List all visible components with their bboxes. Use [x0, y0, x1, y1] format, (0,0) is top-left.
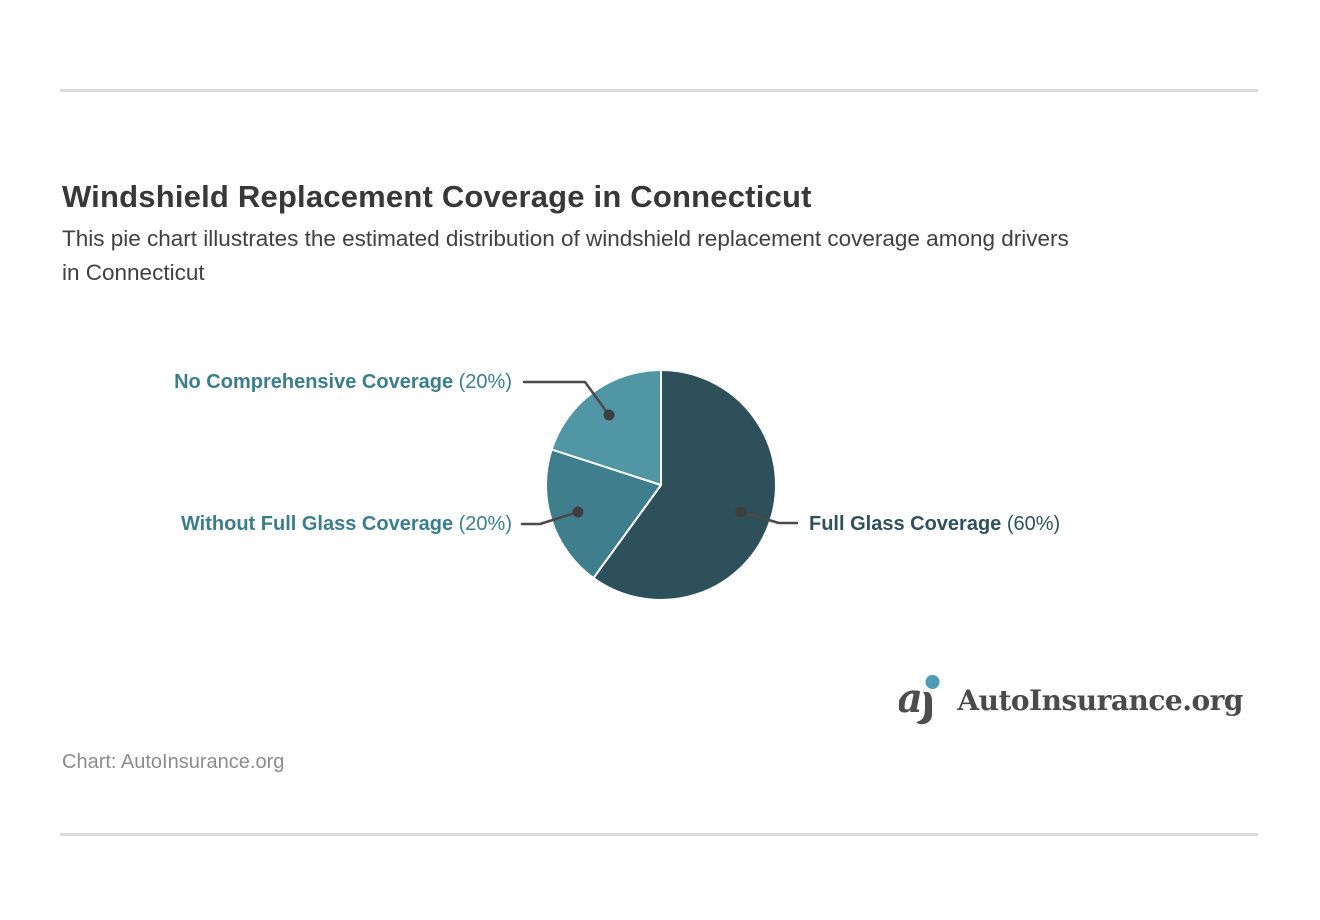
slice-label-no-comprehensive-name: No Comprehensive Coverage — [174, 371, 454, 393]
slice-label-no-comprehensive-value: (20%) — [458, 371, 512, 393]
chart-subtitle-line-2: in Connecticut — [62, 260, 205, 285]
slice-label-full-glass-name: Full Glass Coverage — [809, 513, 1002, 535]
chart-subtitle-line-1: This pie chart illustrates the estimated… — [62, 226, 1069, 251]
chart-title: Windshield Replacement Coverage in Conne… — [62, 178, 812, 214]
slice-label-no-comprehensive: No Comprehensive Coverage (20%) — [174, 369, 512, 395]
chart-subtitle: This pie chart illustrates the estimated… — [62, 222, 1252, 290]
pie-chart-area — [0, 330, 1320, 640]
slice-label-full-glass: Full Glass Coverage (60%) — [809, 511, 1060, 537]
chart-credit: Chart: AutoInsurance.org — [62, 751, 285, 773]
bottom-divider — [60, 833, 1258, 836]
leader-full-glass — [735, 506, 799, 525]
slice-label-without-full-glass: Without Full Glass Coverage (20%) — [181, 511, 512, 537]
slice-label-full-glass-value: (60%) — [1006, 513, 1061, 535]
svg-text:a: a — [899, 675, 923, 722]
brand-logo: a AutoInsurance.org — [899, 674, 1243, 726]
top-divider — [60, 89, 1258, 92]
leader-no-comprehensive — [522, 380, 615, 421]
leader-without-full-glass — [520, 506, 584, 526]
leader-lines — [520, 380, 799, 526]
pie-chart — [520, 369, 799, 601]
slice-label-without-full-glass-name: Without Full Glass Coverage — [180, 513, 454, 535]
slice-label-without-full-glass-value: (20%) — [458, 513, 512, 535]
brand-logo-text: AutoInsurance.org — [957, 683, 1243, 717]
pie-slices — [545, 369, 777, 601]
autoinsurance-logo-icon: a — [899, 675, 940, 725]
